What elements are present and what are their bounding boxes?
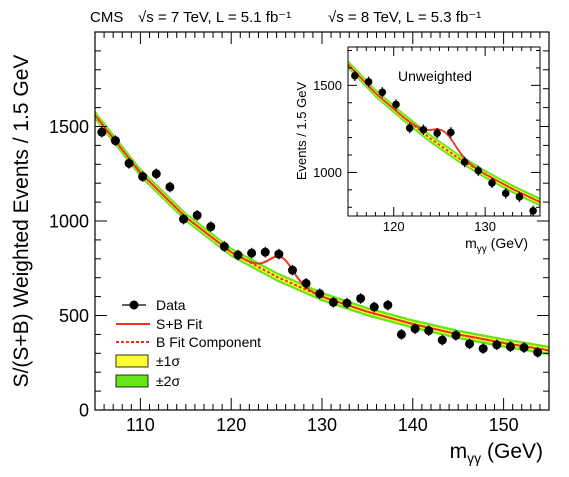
inset-data-point — [378, 87, 387, 98]
inset-data-point — [447, 127, 455, 138]
main-data-points — [97, 126, 543, 358]
legend-band2-swatch — [115, 374, 149, 388]
main-data-point — [519, 342, 529, 353]
header-run2: √s = 8 TeV, L = 5.3 fb⁻¹ — [328, 9, 481, 26]
legend-data-marker — [129, 300, 139, 310]
main-data-point — [315, 288, 325, 300]
main-data-point — [247, 247, 257, 259]
inset-axes: 120 130 1000 1500 — [313, 47, 541, 234]
inset-data-point — [501, 188, 510, 199]
inset-data-points — [351, 70, 537, 216]
header-experiment: CMS — [90, 9, 123, 26]
inset-sb-fit-curve — [347, 63, 541, 203]
main-x-axis-label: mγγ (GeV) — [450, 440, 543, 466]
main-y-tick-label: 0 — [79, 400, 89, 420]
legend-band2-label: ±2σ — [156, 373, 180, 389]
main-data-point — [124, 158, 134, 169]
inset-y-tick-label: 1000 — [313, 165, 342, 180]
inset-x-tick-label: 130 — [474, 219, 496, 234]
header-run1: √s = 7 TeV, L = 5.1 fb⁻¹ — [138, 9, 291, 26]
main-x-tick-label: 130 — [307, 415, 337, 435]
main-y-tick-label: 1500 — [49, 117, 89, 137]
inset-data-point — [474, 165, 483, 176]
inset-data-point — [433, 128, 441, 139]
main-data-point — [342, 297, 352, 309]
inset-fit-bands — [348, 60, 540, 207]
main-data-point — [492, 339, 502, 351]
main-data-point — [505, 341, 515, 352]
main-data-point — [396, 329, 406, 340]
main-y-tick-label: 500 — [59, 306, 89, 326]
inset-fit-curves — [347, 63, 541, 203]
inset-title: Unweighted — [398, 68, 472, 84]
main-data-point — [179, 213, 189, 225]
inset-data-point — [405, 122, 414, 134]
main-x-tick-label: 140 — [398, 415, 428, 435]
main-data-point — [192, 210, 202, 221]
main-data-point — [287, 264, 297, 276]
inset-y-tick-label: 1500 — [313, 78, 342, 93]
main-x-tick-label: 110 — [126, 415, 155, 435]
main-data-point — [437, 334, 447, 346]
inset-x-axis-label: mγγ (GeV) — [465, 235, 528, 255]
main-data-point — [424, 325, 434, 336]
inset-data-point — [460, 156, 469, 168]
inset-plot-frame — [347, 46, 541, 217]
inset-data-point — [364, 76, 373, 88]
inset-data-point — [488, 177, 496, 189]
main-data-point — [165, 181, 175, 193]
main-data-point — [478, 343, 488, 354]
main-x-tick-label: 150 — [489, 415, 519, 435]
inset-data-point — [392, 99, 400, 110]
legend-data-label: Data — [156, 297, 186, 313]
main-data-point — [301, 278, 311, 289]
main-data-point — [465, 338, 475, 350]
main-data-point — [274, 248, 284, 260]
main-data-point — [356, 293, 366, 304]
inset-data-point — [515, 191, 524, 203]
main-data-point — [206, 221, 216, 232]
main-data-point — [533, 347, 543, 358]
main-y-tick-label: 1000 — [49, 211, 89, 231]
legend: Data S+B Fit B Fit Component ±1σ ±2σ — [115, 297, 261, 389]
inset-plot: 120 130 1000 1500 Unweighted Events / 1.5 G… — [294, 46, 541, 255]
main-data-point — [260, 246, 270, 258]
main-data-point — [219, 241, 229, 252]
main-data-point — [410, 323, 420, 335]
main-data-point — [97, 126, 107, 138]
legend-band1-label: ±1σ — [156, 353, 180, 369]
inset-data-point — [419, 124, 428, 135]
main-data-point — [233, 249, 243, 261]
main-data-point — [138, 171, 148, 182]
inset-x-tick-label: 120 — [383, 219, 405, 234]
main-data-point — [451, 330, 461, 341]
main-data-point — [383, 299, 393, 311]
legend-sb-fit-label: S+B Fit — [156, 316, 202, 332]
legend-band1-swatch — [115, 354, 149, 368]
main-data-point — [369, 301, 379, 313]
inset-data-point — [351, 70, 359, 81]
legend-b-fit-label: B Fit Component — [156, 334, 261, 350]
main-y-axis-label: S/(S+B) Weighted Events / 1.5 GeV — [10, 55, 33, 388]
main-x-tick-label: 120 — [216, 415, 246, 435]
inset-y-axis-label: Events / 1.5 GeV — [294, 82, 309, 181]
main-data-point — [151, 168, 161, 180]
main-data-point — [110, 135, 120, 146]
main-data-point — [328, 296, 338, 308]
